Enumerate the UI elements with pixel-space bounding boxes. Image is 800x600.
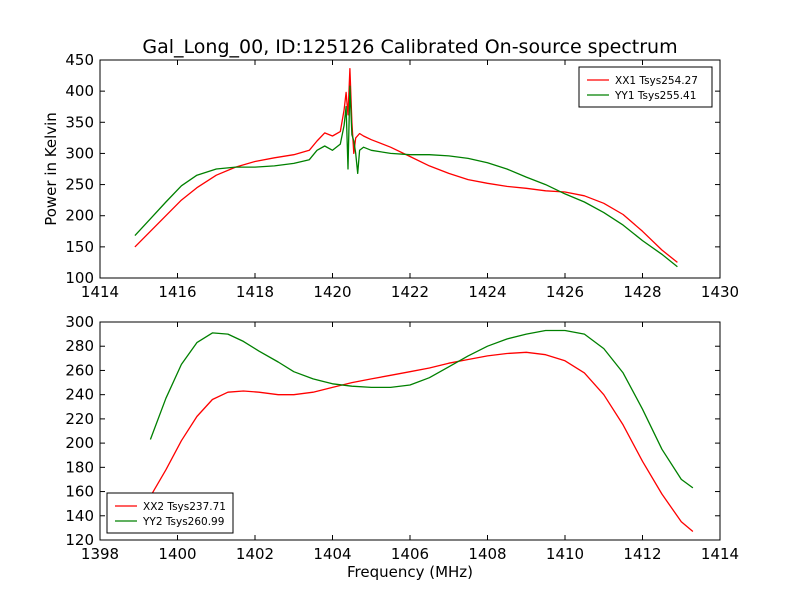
y-tick-label: 200	[65, 434, 94, 452]
x-tick-label: 1424	[468, 283, 506, 301]
x-tick-label: 1406	[391, 545, 429, 563]
legend-box	[106, 492, 234, 534]
legend-box	[578, 66, 713, 108]
x-tick-label: 1414	[81, 283, 119, 301]
y-tick-label: 120	[65, 531, 94, 549]
x-tick-label: 1400	[158, 545, 196, 563]
x-tick-label: 1404	[313, 545, 351, 563]
x-tick-label: 1414	[701, 545, 739, 563]
legend-label-yy2-tsys260-99: YY2 Tsys260.99	[142, 516, 224, 528]
legend: XX2 Tsys237.71 YY2 Tsys260.99	[106, 492, 234, 534]
y-tick-label: 400	[65, 82, 94, 100]
x-tick-label: 1422	[391, 283, 429, 301]
y-tick-label: 450	[65, 51, 94, 69]
x-tick-label: 1430	[701, 283, 739, 301]
x-tick-label: 1418	[236, 283, 274, 301]
top-spectrum-panel: 1414 1416 1418 1420 1422 1424 1426 1428 1430 100 1…	[65, 51, 739, 301]
x-tick-label: 1420	[313, 283, 351, 301]
y-tick-label: 100	[65, 269, 94, 287]
y-tick-label: 260	[65, 361, 94, 379]
y-axis-label: Power in Kelvin	[42, 112, 60, 226]
x-tick-label: 1410	[546, 545, 584, 563]
legend-label-yy1-tsys255-41: YY1 Tsys255.41	[614, 90, 696, 102]
bottom-spectrum-panel: 1398 1400 1402 1404 1406 1408 1410 1412 1414 120 1…	[65, 313, 739, 563]
x-tick-label: 1426	[546, 283, 584, 301]
series-line-xx1-tsys254-27	[134, 68, 678, 263]
y-tick-label: 280	[65, 337, 94, 355]
x-tick-label: 1398	[81, 545, 119, 563]
y-tick-label: 350	[65, 113, 94, 131]
y-tick-label: 250	[65, 176, 94, 194]
legend: XX1 Tsys254.27 YY1 Tsys255.41	[578, 66, 713, 108]
x-tick-label: 1408	[468, 545, 506, 563]
x-tick-label: 1402	[236, 545, 274, 563]
y-tick-label: 300	[65, 144, 94, 162]
y-tick-label: 200	[65, 207, 94, 225]
y-tick-label: 220	[65, 410, 94, 428]
y-tick-label: 180	[65, 458, 94, 476]
legend-label-xx2-tsys237-71: XX2 Tsys237.71	[143, 501, 226, 513]
y-tick-label: 150	[65, 238, 94, 256]
y-tick-label: 300	[65, 313, 94, 331]
y-tick-label: 140	[65, 507, 94, 525]
x-tick-label: 1428	[623, 283, 661, 301]
y-tick-label: 160	[65, 483, 94, 501]
legend-label-xx1-tsys254-27: XX1 Tsys254.27	[615, 75, 698, 87]
x-tick-label: 1416	[158, 283, 196, 301]
x-axis-label: Frequency (MHz)	[347, 563, 473, 581]
series-line-yy1-tsys255-41	[134, 85, 678, 268]
series-line-xx2-tsys237-71	[149, 351, 694, 532]
figure-title: Gal_Long_00, ID:125126 Calibrated On-sou…	[142, 36, 677, 58]
x-tick-label: 1412	[623, 545, 661, 563]
series-line-yy2-tsys260-99	[149, 329, 694, 489]
y-tick-label: 240	[65, 386, 94, 404]
